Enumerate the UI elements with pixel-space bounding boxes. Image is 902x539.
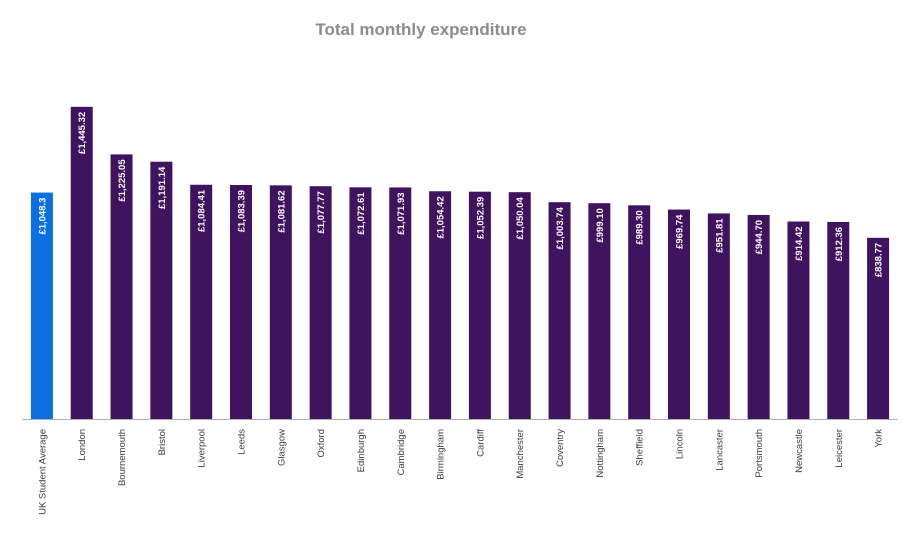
x-tick-label: London <box>77 429 88 461</box>
data-label: £1,052.39 <box>475 197 486 239</box>
x-tick-label: Lincoln <box>675 429 686 459</box>
x-tick-label: Glasgow <box>276 429 287 466</box>
x-tick-label: Portsmouth <box>754 429 765 478</box>
bar-newcastle <box>787 221 810 419</box>
data-label: £1,225.05 <box>117 159 128 202</box>
data-label: £999.10 <box>595 208 606 242</box>
bar-manchester <box>508 192 531 419</box>
data-label: £914.42 <box>794 226 805 260</box>
bar-lancaster <box>707 213 730 419</box>
bar-uk-student-average <box>30 192 53 419</box>
data-label: £944.70 <box>754 220 765 254</box>
data-label: £1,445.32 <box>77 112 88 154</box>
bar-bristol <box>150 161 173 419</box>
x-tick-label: Coventry <box>555 429 566 467</box>
bar-birmingham <box>429 191 452 419</box>
x-tick-label: Lancaster <box>714 429 725 471</box>
bar-cardiff <box>468 191 491 419</box>
bar-york <box>867 237 890 419</box>
data-label: £1,084.41 <box>197 189 208 232</box>
x-tick-label: Leeds <box>237 429 248 455</box>
bar-portsmouth <box>747 214 770 419</box>
data-label: £989.30 <box>635 210 646 244</box>
bar-bournemouth <box>110 154 133 419</box>
bar-london <box>70 106 93 419</box>
data-label: £1,071.93 <box>396 192 407 234</box>
x-tick-label: Edinburgh <box>356 429 367 472</box>
data-label: £1,050.04 <box>515 196 526 239</box>
bar-oxford <box>309 186 332 419</box>
data-label: £1,191.14 <box>157 166 168 209</box>
data-label: £1,077.77 <box>316 191 327 233</box>
data-label: £951.81 <box>714 218 725 253</box>
x-tick-label: Oxford <box>316 429 327 458</box>
x-tick-label: Liverpool <box>197 429 208 468</box>
data-label: £838.77 <box>874 243 885 277</box>
data-labels-group: £1,048.3 £1,445.32 £1,225.05 £1,191.14 £1,08… <box>37 112 884 277</box>
data-label: £1,054.42 <box>436 196 447 238</box>
bar-cambridge <box>389 187 412 419</box>
x-tick-label: Birmingham <box>436 429 447 480</box>
data-label: £969.74 <box>675 214 686 249</box>
x-tick-label: Bristol <box>157 429 168 455</box>
data-label: £1,072.61 <box>356 192 367 235</box>
x-tick-label: York <box>874 429 885 448</box>
bar-glasgow <box>269 185 292 419</box>
x-tick-label: Manchester <box>515 429 526 479</box>
data-label: £1,003.74 <box>555 206 566 249</box>
x-tick-label: Cardiff <box>475 429 486 457</box>
bars-group <box>30 106 890 419</box>
bar-sheffield <box>628 205 651 419</box>
bar-leeds <box>230 184 252 419</box>
chart-title: Total monthly expenditure <box>315 20 526 39</box>
x-tick-label: Bournemouth <box>117 429 128 486</box>
x-tick-label: Nottingham <box>595 429 606 478</box>
x-tick-label: Leicester <box>834 429 845 468</box>
data-label: £1,048.3 <box>37 198 48 235</box>
bar-liverpool <box>190 184 213 419</box>
data-label: £1,083.39 <box>237 190 248 232</box>
bar-edinburgh <box>349 187 372 419</box>
x-tick-labels-group: UK Student Average London Bournemouth Brist… <box>37 429 884 515</box>
bar-lincoln <box>668 209 690 419</box>
x-tick-label: UK Student Average <box>37 429 48 515</box>
bar-coventry <box>548 202 571 419</box>
data-label: £1,081.62 <box>276 190 287 232</box>
bar-nottingham <box>588 203 611 419</box>
x-tick-label: Cambridge <box>396 429 407 475</box>
x-tick-label: Newcastle <box>794 429 805 473</box>
data-label: £912.36 <box>834 227 845 261</box>
x-tick-label: Sheffield <box>635 429 646 466</box>
bar-leicester <box>827 221 850 419</box>
